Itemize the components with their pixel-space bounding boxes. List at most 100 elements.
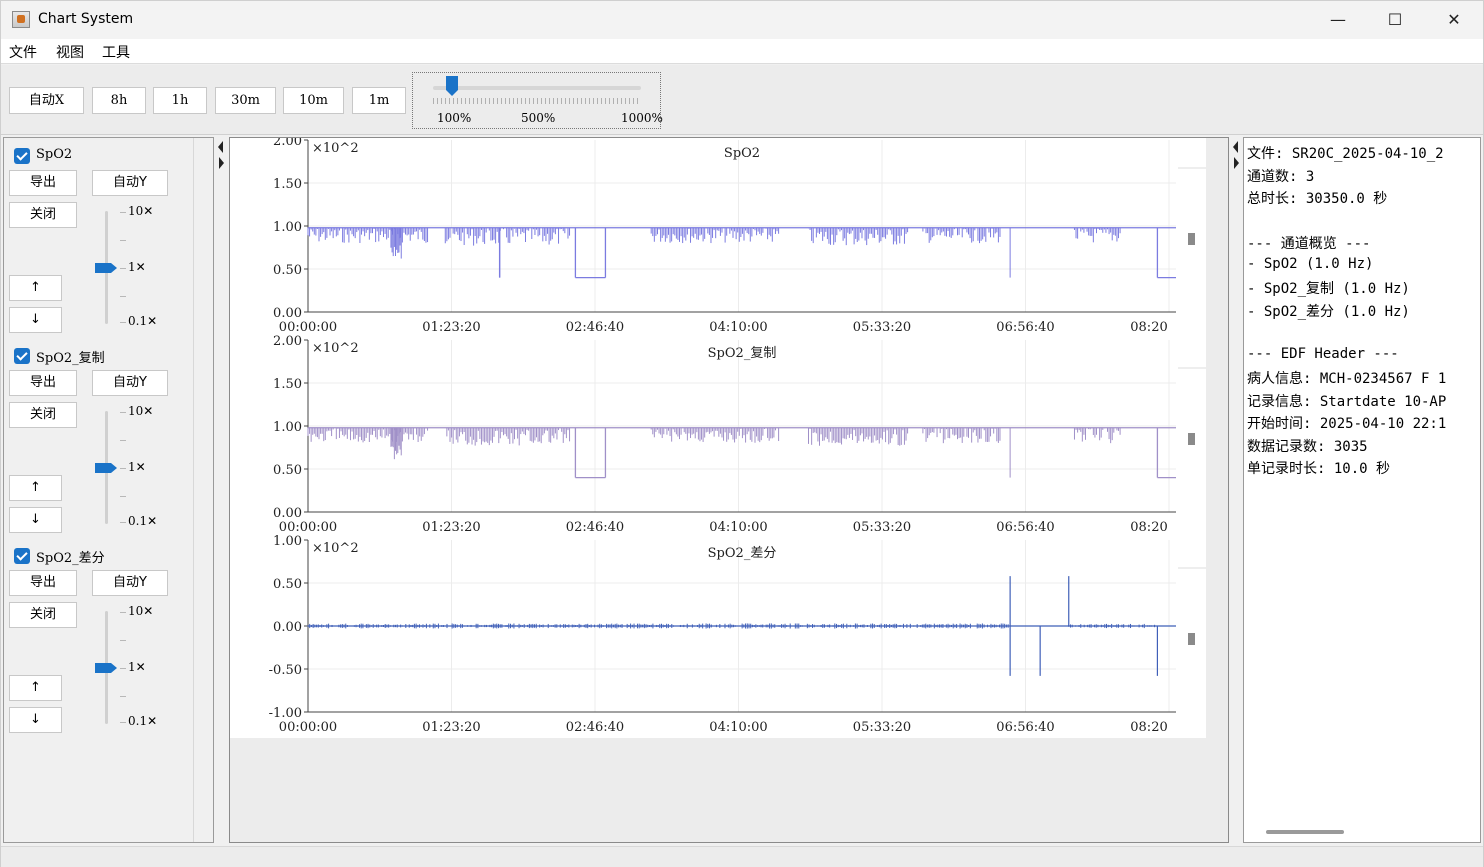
chart-background (230, 538, 1178, 738)
x-tick-label: 06:56:40 (996, 320, 1054, 335)
scale-label-bottom: 0.1✕ (128, 714, 158, 728)
x-tick-label: 05:33:20 (853, 720, 911, 735)
window-title: Chart System (38, 11, 134, 27)
x-tick-label: 01:23:20 (422, 720, 480, 735)
x-tick-label: 00:00:00 (279, 720, 337, 735)
channel-control-spo2-copy: SpO2_复制 导出 自动Y 关闭 ↑ ↓ 10✕ 1✕ 0.1✕ (4, 338, 193, 538)
channel-control-spo2-diff: SpO2_差分 导出 自动Y 关闭 ↑ ↓ 10✕ 1✕ 0.1✕ (4, 538, 193, 738)
y-tick-label: -0.50 (269, 663, 302, 678)
move-down-button[interactable]: ↓ (9, 307, 62, 333)
zoom-label-100: 100% (437, 111, 472, 125)
info-line: - SpO2_复制 (1.0 Hz) (1247, 281, 1410, 297)
move-up-button[interactable]: ↑ (9, 675, 62, 701)
scale-label-bottom: 0.1✕ (128, 314, 158, 328)
export-button[interactable]: 导出 (9, 170, 77, 196)
status-bar (1, 846, 1483, 867)
export-button[interactable]: 导出 (9, 370, 77, 396)
scale-label-top: 10✕ (128, 604, 154, 618)
info-panel: 文件: SR20C_2025-04-10_2 通道数: 3 总时长: 30350.0… (1243, 137, 1481, 843)
export-button[interactable]: 导出 (9, 570, 77, 596)
chart-multiplier: ×10^2 (312, 341, 359, 356)
menu-file[interactable]: 文件 (9, 45, 37, 61)
x-tick-label: 01:23:20 (422, 520, 480, 535)
y-tick-label: -1.00 (269, 706, 302, 721)
move-down-button[interactable]: ↓ (9, 507, 62, 533)
chart-title: SpO2 (724, 146, 760, 161)
channel-name: SpO2 (36, 147, 73, 162)
x-tick-label: 04:10:00 (709, 720, 767, 735)
range-1m-button[interactable]: 1m (352, 87, 406, 114)
chart-background (230, 338, 1178, 538)
y-tick-label: 0.50 (273, 463, 302, 478)
y-tick-label: 2.00 (273, 334, 302, 349)
info-line: --- EDF Header --- (1247, 345, 1399, 362)
range-30m-button[interactable]: 30m (215, 87, 276, 114)
auto-x-button[interactable]: 自动X (9, 87, 84, 114)
channel-checkbox[interactable] (14, 148, 30, 164)
channel-control-panel: SpO2 导出 自动Y 关闭 ↑ ↓ 10✕ 1✕ 0.1✕ SpO2_复制 导… (3, 137, 214, 843)
collapse-right-panel-icon[interactable] (1231, 139, 1241, 171)
zoom-label-1000: 1000% (621, 111, 663, 125)
zoom-slider[interactable]: 100% 500% 1000% (412, 72, 663, 129)
y-scale-thumb[interactable] (94, 262, 118, 274)
charts-canvas[interactable]: 00:00:00 01:23:20 02:46:40 04:10:00 05:33:20… (230, 138, 1228, 842)
y-tick-label: 1.00 (273, 534, 302, 549)
y-scale-thumb[interactable] (94, 462, 118, 474)
close-button[interactable]: ✕ (1447, 10, 1461, 29)
range-1h-button[interactable]: 1h (153, 87, 207, 114)
info-panel-scrollbar[interactable] (1266, 830, 1344, 834)
zoom-ticks (433, 98, 641, 104)
x-tick-label: 08:20 (1130, 320, 1167, 335)
x-tick-label: 05:33:20 (853, 520, 911, 535)
chart-scroll-thumb (1188, 433, 1195, 445)
info-line: 文件: SR20C_2025-04-10_2 (1247, 146, 1444, 162)
y-tick-label: 2.00 (273, 138, 302, 149)
x-tick-label: 00:00:00 (279, 520, 337, 535)
info-line: - SpO2 (1.0 Hz) (1247, 255, 1374, 272)
scale-label-mid: 1✕ (128, 260, 146, 274)
chart-title: SpO2_复制 (708, 346, 777, 361)
close-channel-button[interactable]: 关闭 (9, 602, 77, 628)
move-up-button[interactable]: ↑ (9, 475, 62, 501)
y-tick-label: 1.50 (273, 177, 302, 192)
minimize-button[interactable]: — (1330, 10, 1346, 29)
info-line: 开始时间: 2025-04-10 22:1 (1247, 416, 1447, 432)
chart-multiplier: ×10^2 (312, 541, 359, 556)
y-tick-label: 0.50 (273, 577, 302, 592)
x-tick-label: 02:46:40 (566, 520, 624, 535)
close-channel-button[interactable]: 关闭 (9, 402, 77, 428)
auto-y-button[interactable]: 自动Y (92, 370, 168, 396)
x-tick-label: 08:20 (1130, 720, 1167, 735)
info-line: 通道数: 3 (1247, 168, 1315, 185)
menu-tools[interactable]: 工具 (102, 45, 130, 61)
info-line: 记录信息: Startdate 10-AP (1247, 393, 1447, 410)
move-down-button[interactable]: ↓ (9, 707, 62, 733)
collapse-left-panel-icon[interactable] (216, 139, 226, 171)
app-icon (12, 11, 30, 28)
close-channel-button[interactable]: 关闭 (9, 202, 77, 228)
auto-y-button[interactable]: 自动Y (92, 170, 168, 196)
channel-checkbox[interactable] (14, 348, 30, 364)
info-line: 单记录时长: 10.0 秒 (1247, 461, 1391, 477)
x-tick-label: 02:46:40 (566, 720, 624, 735)
y-scale-thumb[interactable] (94, 662, 118, 674)
info-line: 病人信息: MCH-0234567 F 1 (1247, 371, 1447, 387)
move-up-button[interactable]: ↑ (9, 275, 62, 301)
channel-control-spo2: SpO2 导出 自动Y 关闭 ↑ ↓ 10✕ 1✕ 0.1✕ (4, 138, 193, 338)
scale-label-bottom: 0.1✕ (128, 514, 158, 528)
zoom-track[interactable] (433, 86, 641, 90)
toolbar: 自动X 8h 1h 30m 10m 1m 100% 500% 1000% (1, 65, 1483, 135)
x-tick-label: 06:56:40 (996, 720, 1054, 735)
y-tick-label: 1.00 (273, 420, 302, 435)
channel-name: SpO2_复制 (36, 351, 105, 366)
info-line: 数据记录数: 3035 (1247, 438, 1368, 455)
x-tick-label: 08:20 (1130, 520, 1167, 535)
channel-checkbox[interactable] (14, 548, 30, 564)
zoom-thumb[interactable] (445, 75, 459, 97)
menu-view[interactable]: 视图 (56, 45, 84, 61)
range-10m-button[interactable]: 10m (283, 87, 344, 114)
range-8h-button[interactable]: 8h (92, 87, 146, 114)
maximize-button[interactable]: ☐ (1387, 10, 1403, 29)
info-line: --- 通道概览 --- (1247, 236, 1371, 252)
auto-y-button[interactable]: 自动Y (92, 570, 168, 596)
